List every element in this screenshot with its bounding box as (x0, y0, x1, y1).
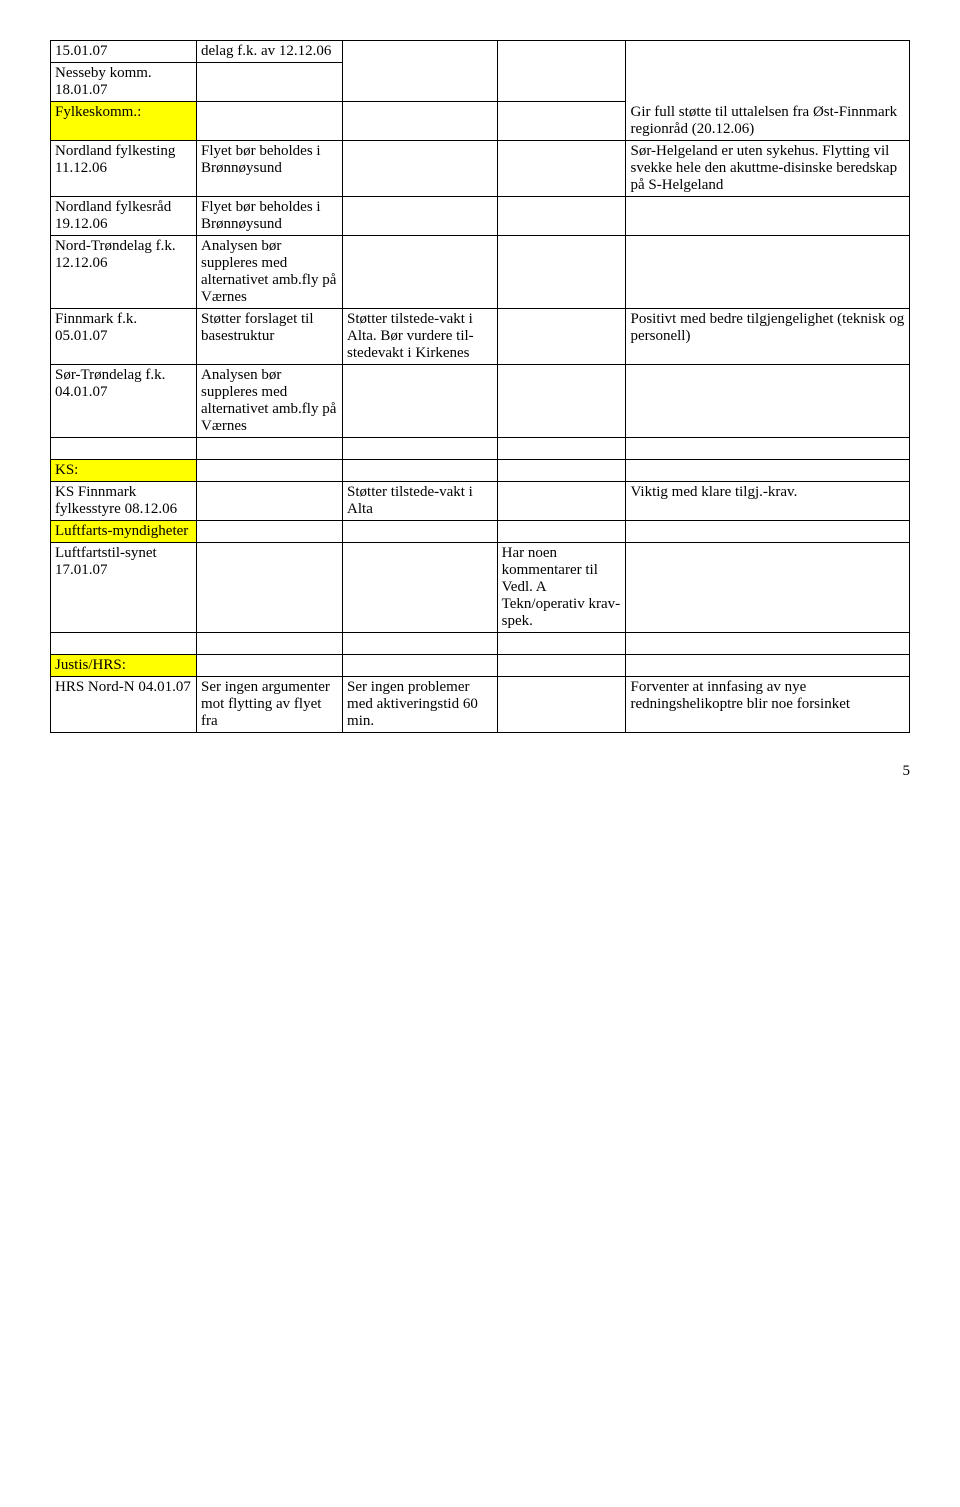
cell (497, 196, 626, 235)
cell (343, 364, 498, 437)
table-row: Nordland fylkesting 11.12.06 Flyet bør b… (51, 140, 910, 196)
cell: Nordland fylkesråd 19.12.06 (51, 196, 197, 235)
table-row: Justis/HRS: (51, 654, 910, 676)
cell (343, 437, 498, 459)
cell: Ser ingen problemer med aktiveringstid 6… (343, 676, 498, 732)
cell: Analysen bør suppleres med alternativet … (197, 364, 343, 437)
cell (343, 520, 498, 542)
cell (626, 437, 910, 459)
table-row: KS: (51, 459, 910, 481)
cell (343, 542, 498, 632)
spacer-row (51, 437, 910, 459)
cell: 15.01.07 (51, 41, 197, 63)
cell (497, 140, 626, 196)
cell (197, 632, 343, 654)
cell (497, 632, 626, 654)
cell: delag f.k. av 12.12.06 (197, 41, 343, 63)
cell: Forventer at innfasing av nye redningshe… (626, 676, 910, 732)
cell (626, 542, 910, 632)
cell (343, 140, 498, 196)
page-number: 5 (50, 763, 910, 780)
cell: Sør-Helgeland er uten sykehus. Flytting … (626, 140, 910, 196)
cell (497, 102, 626, 141)
cell (626, 632, 910, 654)
cell (343, 102, 498, 141)
cell: Nord-Trøndelag f.k. 12.12.06 (51, 235, 197, 308)
cell: Viktig med klare tilgj.-krav. (626, 481, 910, 520)
cell (626, 364, 910, 437)
cell: HRS Nord-N 04.01.07 (51, 676, 197, 732)
table-row: 15.01.07 delag f.k. av 12.12.06 (51, 41, 910, 63)
cell (197, 102, 343, 141)
cell (626, 520, 910, 542)
cell (626, 654, 910, 676)
cell (497, 437, 626, 459)
cell (343, 632, 498, 654)
cell (343, 654, 498, 676)
cell (343, 41, 498, 102)
cell (626, 459, 910, 481)
cell: Luftfartstil-synet 17.01.07 (51, 542, 197, 632)
cell (497, 41, 626, 102)
cell (497, 520, 626, 542)
cell (497, 481, 626, 520)
table-row: Fylkeskomm.: Gir full støtte til uttalel… (51, 102, 910, 141)
cell: KS Finnmark fylkesstyre 08.12.06 (51, 481, 197, 520)
section-header-justis: Justis/HRS: (51, 654, 197, 676)
table-row: Luftfarts-myndigheter (51, 520, 910, 542)
cell: Nesseby komm. 18.01.07 (51, 63, 197, 102)
section-header-ks: KS: (51, 459, 197, 481)
cell (197, 63, 343, 102)
cell (197, 437, 343, 459)
cell (197, 459, 343, 481)
table-row: KS Finnmark fylkesstyre 08.12.06 Støtter… (51, 481, 910, 520)
table-row: Finnmark f.k. 05.01.07 Støtter forslaget… (51, 308, 910, 364)
cell: Analysen bør suppleres med alternativet … (197, 235, 343, 308)
cell (626, 235, 910, 308)
cell: Flyet bør beholdes i Brønnøysund (197, 140, 343, 196)
table-row: Luftfartstil-synet 17.01.07 Har noen kom… (51, 542, 910, 632)
document-table: 15.01.07 delag f.k. av 12.12.06 Nesseby … (50, 40, 910, 733)
cell (197, 654, 343, 676)
cell (497, 654, 626, 676)
cell: Finnmark f.k. 05.01.07 (51, 308, 197, 364)
cell (51, 437, 197, 459)
table-row: HRS Nord-N 04.01.07 Ser ingen argumenter… (51, 676, 910, 732)
cell (343, 196, 498, 235)
table-row: Sør-Trøndelag f.k. 04.01.07 Analysen bør… (51, 364, 910, 437)
cell: Har noen kommentarer til Vedl. A Tekn/op… (497, 542, 626, 632)
cell (51, 632, 197, 654)
cell: Støtter forslaget til basestruktur (197, 308, 343, 364)
cell: Flyet bør beholdes i Brønnøysund (197, 196, 343, 235)
cell (197, 481, 343, 520)
cell (626, 41, 910, 102)
table-row: Nord-Trøndelag f.k. 12.12.06 Analysen bø… (51, 235, 910, 308)
cell (497, 235, 626, 308)
cell (343, 459, 498, 481)
cell (197, 542, 343, 632)
cell (497, 459, 626, 481)
cell (197, 520, 343, 542)
cell: Støtter tilstede-vakt i Alta (343, 481, 498, 520)
cell: Ser ingen argumenter mot flytting av fly… (197, 676, 343, 732)
cell: Støtter tilstede-vakt i Alta. Bør vurder… (343, 308, 498, 364)
cell: Sør-Trøndelag f.k. 04.01.07 (51, 364, 197, 437)
cell: Gir full støtte til uttalelsen fra Øst-F… (626, 102, 910, 141)
section-header-fylkeskomm: Fylkeskomm.: (51, 102, 197, 141)
cell (343, 235, 498, 308)
cell (497, 676, 626, 732)
cell (497, 364, 626, 437)
cell (497, 308, 626, 364)
spacer-row (51, 632, 910, 654)
section-header-luftfart: Luftfarts-myndigheter (51, 520, 197, 542)
cell: Nordland fylkesting 11.12.06 (51, 140, 197, 196)
cell (626, 196, 910, 235)
table-row: Nordland fylkesråd 19.12.06 Flyet bør be… (51, 196, 910, 235)
cell: Positivt med bedre tilgjengelighet (tekn… (626, 308, 910, 364)
